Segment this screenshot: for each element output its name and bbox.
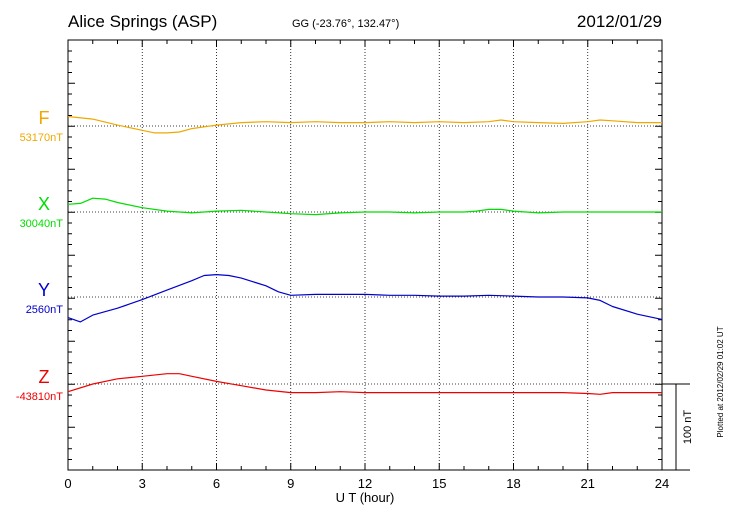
series-label-y: Y	[38, 280, 50, 300]
x-tick-label: 0	[64, 476, 71, 491]
plotted-timestamp: Plotted at 2012/02/29 01:02 UT	[716, 326, 725, 437]
scale-bar-label: 100 nT	[682, 410, 694, 445]
x-tick-label: 24	[655, 476, 669, 491]
axis-ticks: 0 3 6 9 12 15 18 21 24	[64, 40, 669, 491]
x-tick-label: 15	[432, 476, 446, 491]
station-coordinates: GG (-23.76°, 132.47°)	[292, 18, 399, 30]
x-tick-label: 9	[287, 476, 294, 491]
x-tick-label: 18	[506, 476, 520, 491]
x-axis-label: U T (hour)	[336, 490, 395, 505]
x-tick-label: 6	[213, 476, 220, 491]
series-label-f: F	[39, 108, 50, 128]
x-tick-label: 21	[581, 476, 595, 491]
grid	[68, 40, 662, 470]
series-line-x	[67, 197, 662, 216]
chart-date: 2012/01/29	[577, 12, 662, 31]
series-label-x: X	[38, 194, 50, 214]
series-group	[67, 115, 663, 395]
series-line-f	[67, 115, 662, 134]
component-labels: F 53170nT X 30040nT Y 2560nT Z -43810nT	[16, 108, 63, 403]
series-line-y	[67, 274, 663, 323]
series-label-z: Z	[39, 367, 50, 387]
plot-frame	[67, 39, 663, 471]
series-line-z	[67, 373, 662, 395]
x-tick-label: 3	[139, 476, 146, 491]
x-tick-label: 12	[358, 476, 372, 491]
series-baseline-y: 2560nT	[26, 304, 64, 316]
series-baseline-f: 53170nT	[20, 132, 64, 144]
series-baseline-z: -43810nT	[16, 391, 63, 403]
series-baseline-x: 30040nT	[20, 218, 64, 230]
scale-bar: 100 nT	[662, 383, 694, 471]
station-title: Alice Springs (ASP)	[68, 12, 217, 31]
